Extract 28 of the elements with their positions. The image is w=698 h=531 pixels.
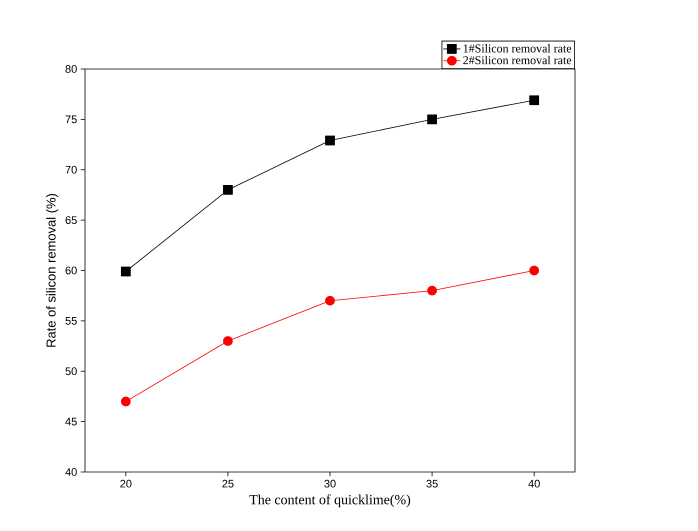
y-tick-label: 70: [66, 166, 77, 174]
y-tick-label: 45: [65, 418, 77, 426]
y-axis-title: Rate of silicon removal (%): [46, 194, 58, 347]
y-tick-label: 80: [66, 65, 77, 73]
y-tick-label: 75: [66, 116, 77, 124]
x-tick-label: 30: [324, 480, 336, 488]
y-tick-label: 50: [65, 367, 77, 376]
legend-label: 1#Silicon removal rate: [464, 44, 572, 52]
point: [325, 136, 335, 146]
x-tick-label: 35: [426, 480, 438, 488]
x-tick-label: 40: [528, 480, 540, 488]
point: [529, 95, 540, 106]
y-tick-label: 40: [65, 468, 77, 476]
x-tick-label: 20: [120, 480, 132, 488]
point: [120, 266, 131, 276]
y-tick-label: 55: [65, 317, 77, 325]
point: [223, 185, 233, 195]
point: [223, 336, 233, 346]
point: [529, 266, 540, 276]
point: [120, 396, 131, 406]
x-tick-label: 25: [222, 480, 234, 488]
point: [427, 114, 437, 124]
y-tick-label: 60: [66, 266, 77, 274]
x-axis-title: The content of quicklime(%): [250, 494, 410, 508]
point: [427, 286, 437, 296]
legend-label: 2#Silicon removal rate: [463, 56, 572, 64]
y-tick-label: 65: [66, 216, 77, 224]
point: [325, 296, 335, 306]
